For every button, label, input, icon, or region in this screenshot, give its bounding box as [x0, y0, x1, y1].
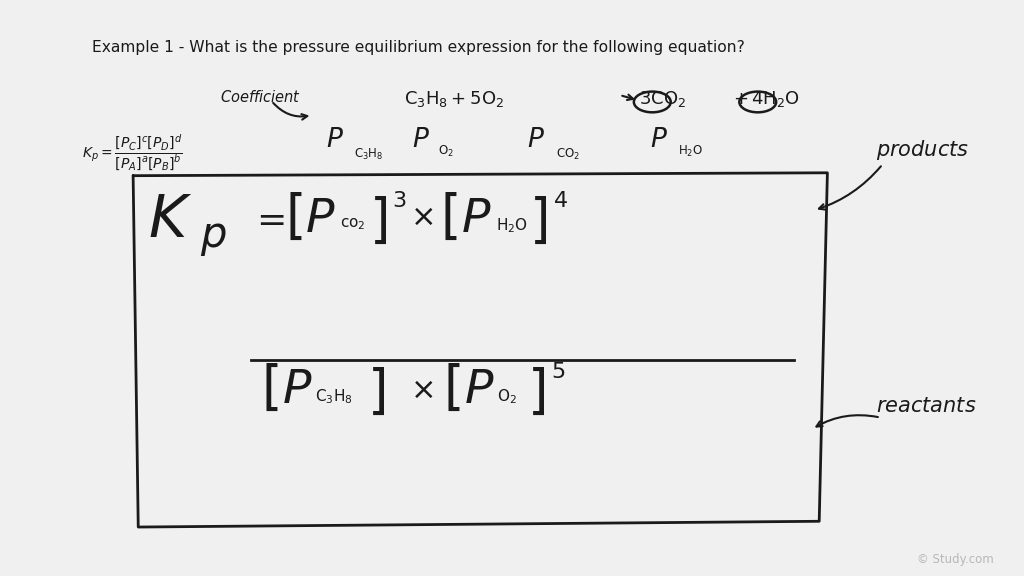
Text: $\mathit{P}$: $\mathit{P}$ — [461, 197, 492, 242]
Text: $[$: $[$ — [285, 193, 302, 244]
Text: $=$: $=$ — [249, 202, 285, 236]
Text: © Study.com: © Study.com — [916, 553, 993, 566]
Text: $P$: $P$ — [326, 127, 343, 153]
Text: $\mathrm{CO_2}$: $\mathrm{CO_2}$ — [556, 147, 580, 162]
Text: $\mathrm{+\,4H_2O}$: $\mathrm{+\,4H_2O}$ — [733, 89, 800, 109]
Text: $\mathrm{3CO_2}$: $\mathrm{3CO_2}$ — [639, 89, 686, 109]
Text: $P$: $P$ — [650, 127, 668, 153]
Text: $\mathrm{co_2}$: $\mathrm{co_2}$ — [340, 216, 366, 232]
Text: $\times$: $\times$ — [410, 203, 433, 232]
Text: $P$: $P$ — [412, 127, 429, 153]
Text: $5$: $5$ — [551, 362, 565, 382]
Text: $K_p = \dfrac{[P_C]^c[P_D]^d}{[P_A]^a[P_B]^b}$: $K_p = \dfrac{[P_C]^c[P_D]^d}{[P_A]^a[P_… — [82, 132, 182, 173]
Text: $\mathit{P}$: $\mathit{P}$ — [282, 367, 312, 413]
Text: $\mathrm{O_2}$: $\mathrm{O_2}$ — [438, 144, 454, 159]
Text: $\mathit{p}$: $\mathit{p}$ — [200, 216, 226, 258]
Text: $\mathit{products}$: $\mathit{products}$ — [876, 138, 969, 162]
Text: $\mathit{Coefficient}$: $\mathit{Coefficient}$ — [220, 89, 301, 105]
Text: Example 1 - What is the pressure equilibrium expression for the following equati: Example 1 - What is the pressure equilib… — [92, 40, 745, 55]
Text: $4$: $4$ — [553, 191, 568, 211]
Text: $\times$: $\times$ — [410, 376, 433, 404]
Text: $\mathrm{H_2O}$: $\mathrm{H_2O}$ — [496, 216, 527, 234]
Text: $]$: $]$ — [527, 367, 546, 419]
Text: $[$: $[$ — [443, 364, 461, 415]
Text: $\mathrm{O_2}$: $\mathrm{O_2}$ — [497, 387, 516, 406]
Text: $\mathit{reactants}$: $\mathit{reactants}$ — [876, 397, 976, 416]
Text: $]$: $]$ — [369, 197, 387, 248]
Text: $[$: $[$ — [261, 364, 279, 415]
Text: $P$: $P$ — [527, 127, 545, 153]
Text: $\mathrm{C_3H_8 + 5O_2}$: $\mathrm{C_3H_8 + 5O_2}$ — [404, 89, 505, 109]
Text: $\mathrm{H_2O}$: $\mathrm{H_2O}$ — [678, 144, 703, 159]
Text: $]$: $]$ — [367, 367, 385, 419]
Text: $\mathit{K}$: $\mathit{K}$ — [148, 193, 193, 249]
Text: $\mathit{P}$: $\mathit{P}$ — [305, 197, 336, 242]
Text: $3$: $3$ — [392, 191, 407, 211]
Text: $\mathrm{C_3H_8}$: $\mathrm{C_3H_8}$ — [354, 147, 384, 162]
Text: $\mathrm{C_3H_8}$: $\mathrm{C_3H_8}$ — [315, 387, 353, 406]
Text: $[$: $[$ — [440, 193, 458, 244]
Text: $\mathit{P}$: $\mathit{P}$ — [464, 367, 495, 413]
Text: $]$: $]$ — [529, 197, 548, 248]
